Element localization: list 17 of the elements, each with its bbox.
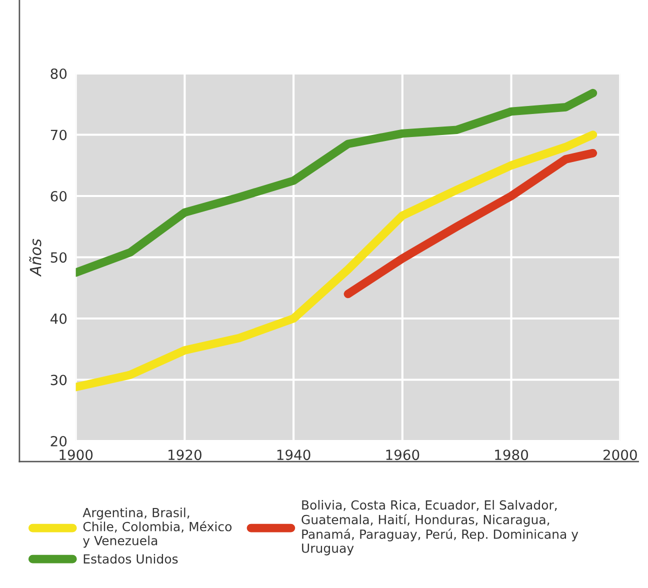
y-tick-label: 70 [50,130,67,140]
y-tick-label: 30 [50,374,67,386]
x-tick-label: 1960 [386,450,420,460]
legend-label: Argentina, Brasil, Chile, Colombia, México y Venezuela [82,508,232,548]
x-tick-label: 1980 [495,450,528,460]
y-tick-label: 80 [50,68,67,79]
x-tick-label: 1900 [60,450,93,460]
x-tick-label: 1940 [277,450,310,460]
y-tick-label: 60 [50,190,67,202]
legend-label: Bolivia, Costa Rica, Ecuador, El Salvador, Guatemala, Haití, Honduras, Nicaragua, Panamá, Paraguay, Perú, Rep. Dominicana y Uruguay [302,500,578,556]
y-tick-label: 50 [50,252,67,263]
y-tick-label: 40 [50,313,67,324]
legend-label: Estados Unidos [84,554,178,564]
x-tick-label: 1920 [168,450,202,460]
x-tick-label: 2000 [603,450,637,460]
y-tick-label: 20 [50,436,67,446]
y-axis-title: Años [29,238,42,277]
